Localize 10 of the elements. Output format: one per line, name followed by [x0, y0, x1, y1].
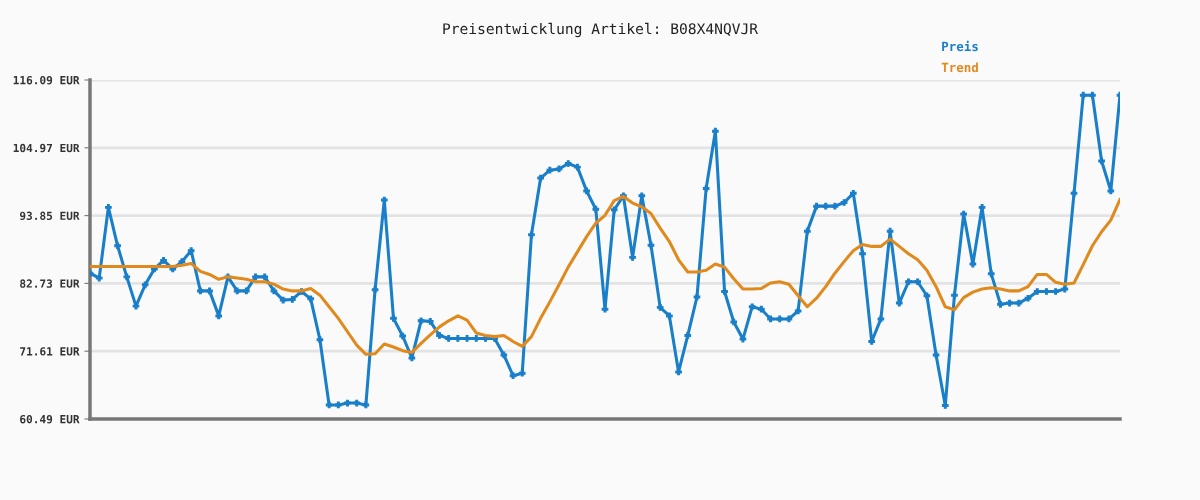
- y-tick-label: 104.97 EUR: [13, 143, 80, 153]
- y-tick-label: 116.09 EUR: [13, 75, 80, 85]
- text: Trend: [941, 62, 978, 73]
- chart-title: Preisentwicklung Artikel: B08X4NQVJR: [443, 22, 759, 38]
- y-tick-label: 71.61 EUR: [20, 347, 80, 356]
- text: Preis: [942, 40, 978, 52]
- y-tick-label: 60.49 EUR: [20, 414, 80, 424]
- y-tick-label: 82.73 EUR: [20, 279, 80, 288]
- line-series: [90, 194, 1120, 356]
- y-tick-label: 93.85 EUR: [19, 211, 80, 221]
